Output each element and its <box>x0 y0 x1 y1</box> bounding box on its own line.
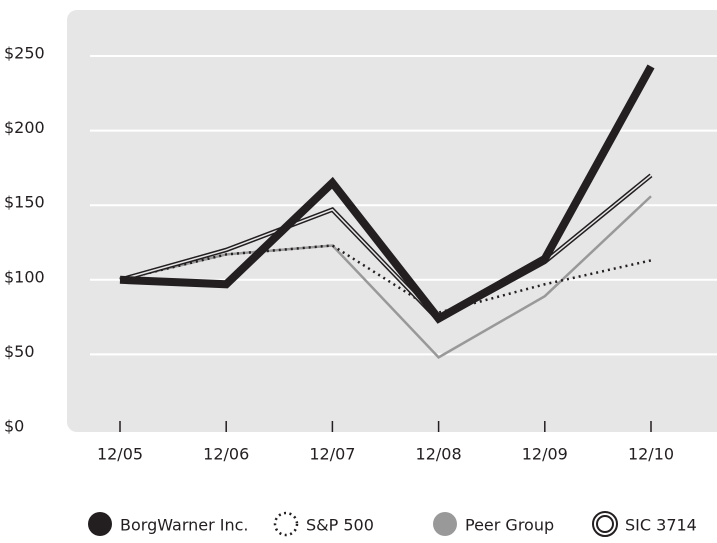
legend-label: S&P 500 <box>306 516 374 535</box>
series-line <box>119 64 655 324</box>
y-tick-label: $100 <box>4 267 45 286</box>
x-tick-label: 12/07 <box>309 445 355 464</box>
legend-swatch <box>88 512 112 536</box>
legend-swatch-inner <box>596 515 614 533</box>
y-tick-label: $150 <box>4 193 45 212</box>
legend-label: Peer Group <box>465 516 554 535</box>
y-tick-label: $50 <box>4 342 35 361</box>
y-tick-label: $200 <box>4 118 45 137</box>
legend-swatch <box>273 511 299 537</box>
legend-item: Peer Group <box>433 512 554 536</box>
legend-item: SIC 3714 <box>592 511 697 537</box>
legend-label: BorgWarner Inc. <box>120 516 249 535</box>
x-tick-label: 12/10 <box>628 445 674 464</box>
legend-item: S&P 500 <box>273 511 374 537</box>
x-tick-label: 12/09 <box>522 445 568 464</box>
y-tick-label: $0 <box>4 417 24 436</box>
plot-background <box>67 10 717 432</box>
x-tick-label: 12/08 <box>416 445 462 464</box>
legend-swatch <box>592 511 618 537</box>
x-tick-label: 12/06 <box>203 445 249 464</box>
series-line-inner <box>119 174 652 322</box>
legend-item: BorgWarner Inc. <box>88 512 249 536</box>
legend-swatch <box>433 512 457 536</box>
series-line <box>119 244 652 314</box>
x-tick-label: 12/05 <box>97 445 143 464</box>
y-tick-label: $250 <box>4 44 45 63</box>
legend-label: SIC 3714 <box>625 516 697 535</box>
